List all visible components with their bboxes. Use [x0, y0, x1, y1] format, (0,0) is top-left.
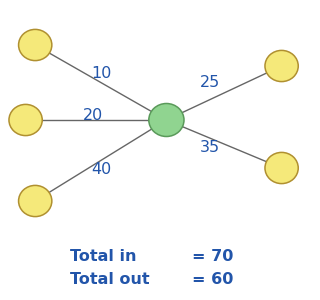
Text: 40: 40 — [91, 162, 111, 177]
Text: 35: 35 — [200, 140, 220, 154]
Text: 20: 20 — [83, 108, 103, 123]
Text: = 70: = 70 — [192, 249, 233, 264]
Circle shape — [265, 50, 298, 82]
Text: 25: 25 — [200, 75, 220, 90]
Circle shape — [19, 29, 52, 61]
Text: Total in: Total in — [70, 249, 137, 264]
Text: 10: 10 — [91, 66, 112, 81]
Circle shape — [265, 152, 298, 184]
Circle shape — [19, 185, 52, 217]
Circle shape — [9, 104, 42, 136]
Text: = 60: = 60 — [192, 272, 233, 287]
Circle shape — [149, 103, 184, 136]
Text: Total out: Total out — [70, 272, 150, 287]
